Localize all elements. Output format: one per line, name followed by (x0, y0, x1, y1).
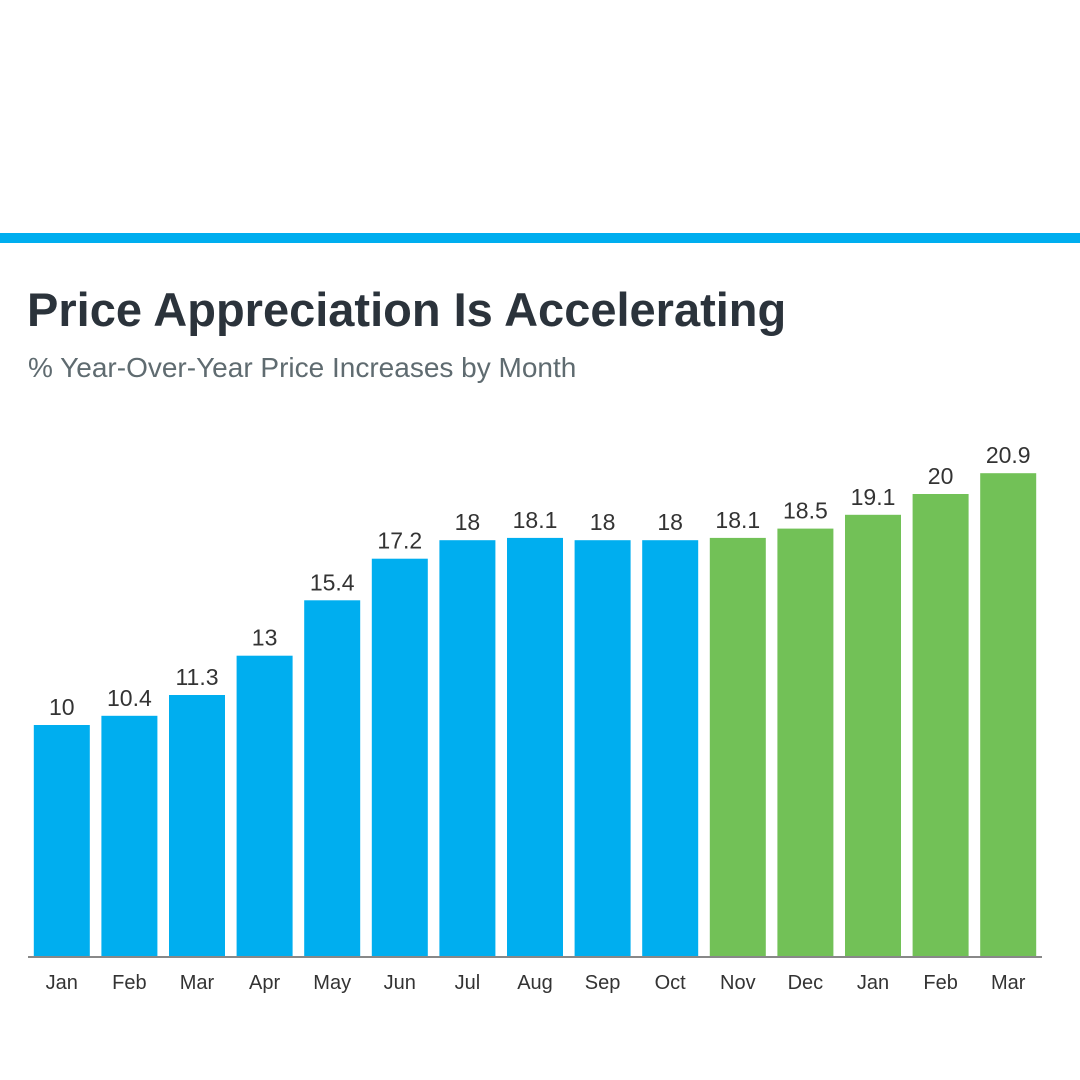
bar-mar-14 (980, 473, 1037, 956)
x-tick-label: Feb (112, 972, 146, 994)
value-label: 18.1 (715, 507, 760, 533)
x-tick-label: Mar (991, 972, 1026, 994)
x-tick-label: May (313, 972, 351, 994)
value-labels-group: 10 10.4 11.3 13 15.4 17.2 18 18.1 18 18 18.1 18.5 19… (49, 442, 1031, 720)
bar-oct-9 (642, 540, 699, 956)
x-tick-label: Jun (384, 972, 416, 994)
value-label: 10.4 (107, 685, 152, 711)
value-label: 17.2 (377, 528, 422, 554)
chart-title: Price Appreciation Is Accelerating (27, 283, 787, 336)
x-tick-label: Mar (180, 972, 215, 994)
bars-group (33, 473, 1037, 956)
x-tick-label: Feb (923, 972, 957, 994)
value-label: 15.4 (310, 569, 355, 595)
value-label: 18 (590, 509, 616, 535)
x-tick-label: Aug (517, 972, 553, 994)
bar-aug-7 (507, 537, 563, 956)
x-tick-label: Jan (46, 972, 78, 994)
x-tick-label: Dec (788, 972, 824, 994)
bar-jan-12 (845, 514, 901, 956)
x-tick-label: Sep (585, 972, 621, 994)
x-tick-labels-group: Jan Feb Mar Apr May Jun Jul Aug Sep Oct Nov Dec Jan F… (46, 972, 1026, 994)
value-label: 20 (928, 463, 954, 489)
accent-rule (0, 233, 1080, 243)
value-label: 19.1 (851, 484, 896, 510)
bar-jan-0 (33, 725, 90, 956)
value-label: 18.5 (783, 498, 828, 524)
value-label: 13 (252, 625, 278, 651)
bar-jun-5 (371, 558, 428, 956)
bar-jul-6 (439, 540, 496, 956)
value-label: 18 (657, 509, 683, 535)
value-label: 20.9 (986, 442, 1031, 468)
bar-feb-1 (101, 715, 158, 956)
x-tick-label: Apr (249, 972, 280, 994)
value-label: 11.3 (175, 664, 218, 690)
bar-nov-10 (709, 537, 766, 956)
x-tick-label: Jan (857, 972, 889, 994)
bar-apr-3 (236, 655, 293, 956)
value-label: 18 (455, 509, 481, 535)
bar-dec-11 (777, 528, 834, 956)
x-tick-label: Jul (455, 972, 481, 994)
x-tick-label: Oct (655, 972, 687, 994)
chart-subtitle: % Year-Over-Year Price Increases by Mont… (28, 352, 577, 383)
bar-feb-13 (912, 494, 969, 956)
bar-mar-2 (169, 695, 225, 956)
value-label: 18.1 (513, 507, 558, 533)
x-tick-label: Nov (720, 972, 756, 994)
value-label: 10 (49, 694, 75, 720)
bar-may-4 (304, 600, 361, 956)
bar-sep-8 (574, 540, 631, 956)
